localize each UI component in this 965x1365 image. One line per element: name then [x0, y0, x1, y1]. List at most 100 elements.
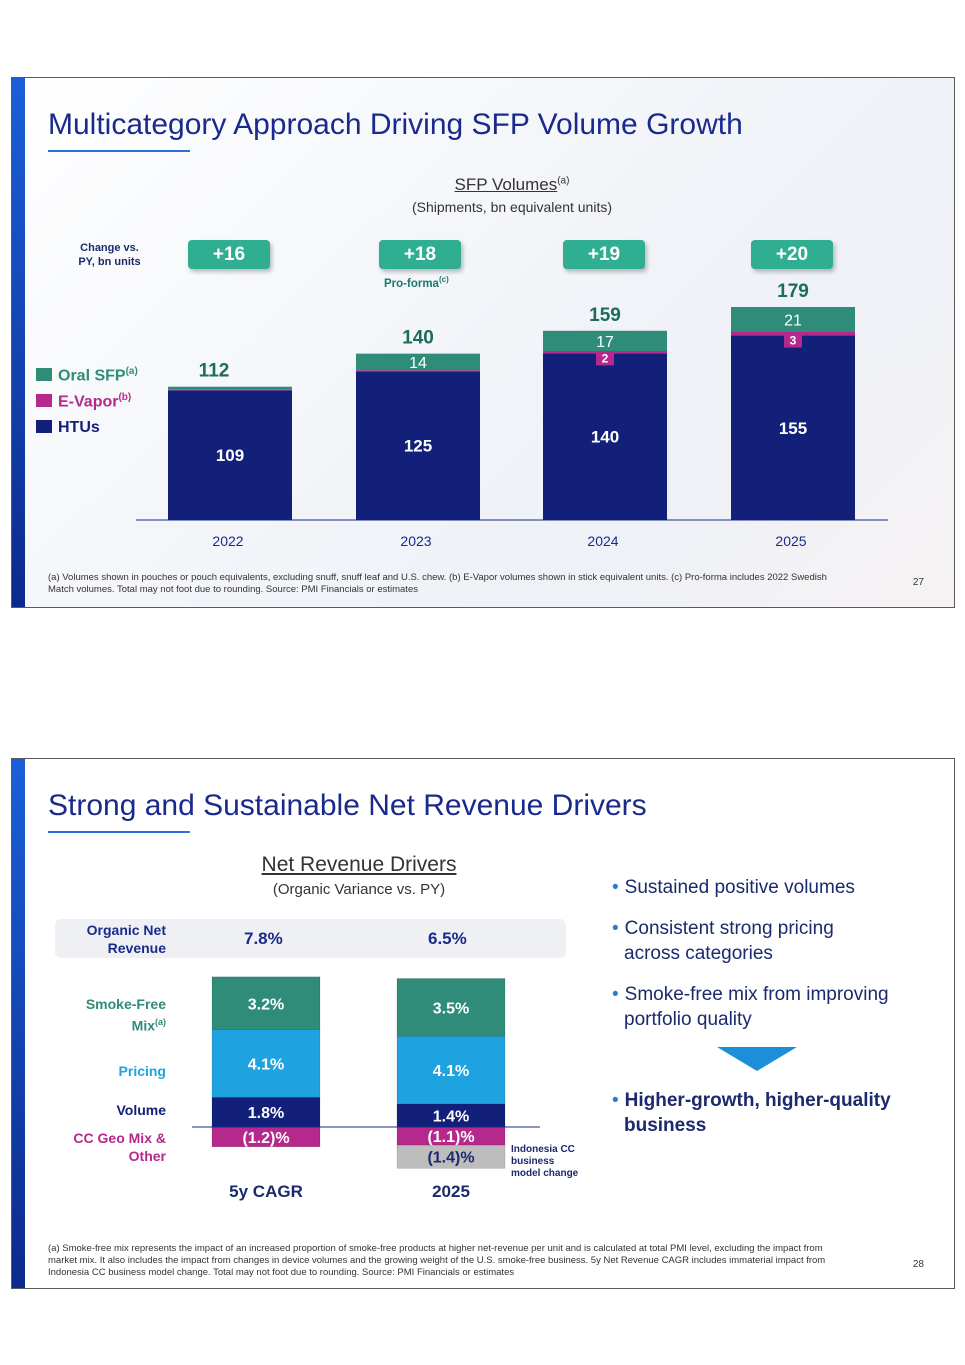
htus-label-2022: 109	[216, 446, 244, 465]
bar-pricing-1	[396, 1036, 506, 1105]
htus-label-2023: 125	[404, 437, 432, 456]
indonesia-note: Indonesia CC business model change	[511, 1144, 578, 1180]
bullet-3-line2: portfolio quality	[624, 1009, 752, 1030]
value-label-cc-geo-mix-other-0: (1.2)%	[242, 1130, 289, 1147]
row-label-onr: Organic Net Revenue	[52, 921, 166, 957]
bullet-1: • Sustained positive volumes	[612, 875, 932, 900]
row-label-ccgeo: CC Geo Mix & Other	[52, 1129, 166, 1165]
page-number: 27	[912, 577, 924, 588]
value-label-smoke-free-mix-0: 3.2%	[248, 996, 284, 1013]
evapor-label-box-2024	[596, 351, 614, 366]
bar-oral-sfp-2022	[168, 386, 292, 390]
total-label-2022: 112	[199, 361, 230, 382]
legend-oral-sup: (a)	[125, 366, 138, 377]
slide-accent-bar	[12, 759, 25, 1288]
legend-swatch-oral	[36, 368, 52, 382]
bullet-2-line2: across categories	[624, 943, 773, 964]
chart-title: Net Revenue Drivers	[209, 853, 509, 877]
value-label-volume-0: 1.8%	[248, 1105, 284, 1122]
oral-label-2024: 17	[596, 334, 614, 351]
row-label-pricing: Pricing	[118, 1063, 166, 1079]
change-badge-2024: +19	[563, 240, 645, 269]
bar-htus-2022	[168, 390, 292, 520]
proforma-text: Pro-forma	[384, 277, 439, 290]
value-label-cc-geo-mix-other-1: (1.1)%	[427, 1129, 474, 1146]
change-badge-2025: +20	[751, 240, 833, 269]
bullet-1-line1: Sustained positive volumes	[624, 877, 855, 898]
sfp-volumes-chart: 109 112 2022 125 14 140 2023 140 217 159 2024 155 3 2…	[136, 281, 888, 549]
value-label-pricing-0: 4.1%	[248, 1056, 284, 1073]
footnote-line1: (a) Volumes shown in pouches or pouch eq…	[48, 572, 827, 583]
page-number: 28	[912, 1259, 924, 1270]
footnote: (a) Smoke-free mix represents the impact…	[48, 1243, 908, 1279]
x-tick-2022: 2022	[212, 533, 243, 549]
bar-htus-2023	[356, 371, 480, 520]
row-label-onr-line1: Organic Net	[86, 922, 166, 938]
total-label-2024: 159	[589, 305, 621, 326]
legend-swatch-evapor	[36, 394, 52, 408]
bar-pricing-0	[211, 1029, 321, 1098]
bar-oral-sfp-2023	[356, 353, 480, 371]
onr-value-5y: 7.8%	[244, 929, 283, 948]
change-badge-2023: +18	[379, 240, 461, 269]
total-label-2025: 179	[777, 281, 809, 302]
evapor-label-2025: 3	[790, 334, 797, 348]
slide-accent-bar	[12, 78, 25, 607]
legend-evapor-label: E-Vapor	[58, 393, 119, 411]
x-tick-2024: 2024	[587, 533, 618, 549]
x-tick-2023: 2023	[400, 533, 431, 549]
chart-title-text: Net Revenue Drivers	[261, 853, 457, 876]
proforma-sup: (c)	[438, 275, 449, 284]
chart-subtitle: (Organic Variance vs. PY)	[272, 881, 446, 898]
x-tick-2025: 2025	[775, 533, 806, 549]
bar-oral-sfp-2024	[543, 330, 667, 352]
slide-title: Multicategory Approach Driving SFP Volum…	[48, 108, 743, 141]
legend-oral-label: Oral SFP	[58, 367, 126, 385]
htus-label-2024: 140	[591, 428, 619, 447]
row-label-ccgeo-line2: Other	[128, 1148, 166, 1164]
footnote-line1: (a) Smoke-free mix represents the impact…	[48, 1243, 823, 1254]
title-underline	[48, 831, 190, 833]
bar-e-vapor-2023	[356, 370, 480, 372]
chevron-down-icon	[717, 1047, 797, 1071]
value-label-smoke-free-mix-1: 3.5%	[433, 1000, 469, 1017]
legend-oral-sfp: Oral SFP(a)	[36, 366, 138, 385]
row-label-sfmix: Smoke-Free Mix(a)	[52, 995, 166, 1035]
proforma-label: Pro-forma(c)	[384, 275, 449, 290]
bullet-2: • Consistent strong pricing across catego…	[612, 916, 932, 966]
evapor-label-box-2025	[784, 333, 802, 348]
bar-smoke-free-mix-1	[396, 978, 506, 1037]
row-label-sfmix-line2: Mix	[131, 1017, 155, 1034]
value-label-volume-1: 1.4%	[433, 1108, 469, 1125]
row-label-onr-line2: Revenue	[107, 940, 166, 956]
bar-volume-0	[211, 1097, 321, 1128]
title-underline	[48, 150, 190, 152]
bullet-dot: •	[612, 918, 619, 939]
value-label-pricing-1: 4.1%	[433, 1063, 469, 1080]
bullet-4-line2: business	[624, 1115, 707, 1136]
row-label-volume: Volume	[116, 1102, 166, 1118]
footnote-line3: Indonesia CC business model change. Tota…	[48, 1267, 515, 1278]
change-label: Change vs. PY, bn units	[67, 241, 152, 269]
legend-swatch-htus	[36, 420, 52, 433]
slide-sfp-volumes: Multicategory Approach Driving SFP Volum…	[11, 77, 955, 608]
onr-value-2025: 6.5%	[428, 929, 467, 948]
row-label-sfmix-line1: Smoke-Free	[85, 996, 166, 1012]
bar-smoke-free-mix-0	[211, 976, 321, 1030]
legend-e-vapor: E-Vapor(b)	[36, 392, 131, 411]
chart-title-sup: (a)	[557, 175, 570, 187]
bar-indonesia-cc-business-model-change-1	[396, 1144, 506, 1169]
bar-oral-sfp-2025	[731, 306, 855, 332]
bullet-2-line1: Consistent strong pricing	[624, 918, 834, 939]
row-label-sfmix-sup: (a)	[155, 1017, 166, 1027]
slide-net-revenue-drivers: Strong and Sustainable Net Revenue Drive…	[11, 758, 955, 1289]
total-label-2023: 140	[402, 327, 434, 348]
chart-subtitle: (Shipments, bn equivalent units)	[412, 199, 612, 215]
footnote: (a) Volumes shown in pouches or pouch eq…	[48, 572, 908, 596]
evapor-label-2024: 2	[602, 351, 609, 365]
legend-evapor-sup: (b)	[118, 392, 132, 403]
organic-net-revenue-band	[55, 919, 566, 958]
footnote-line2: market mix. It also includes the impact …	[48, 1255, 826, 1266]
bar-htus-2025	[731, 335, 855, 520]
change-label-line2: PY, bn units	[78, 256, 141, 268]
